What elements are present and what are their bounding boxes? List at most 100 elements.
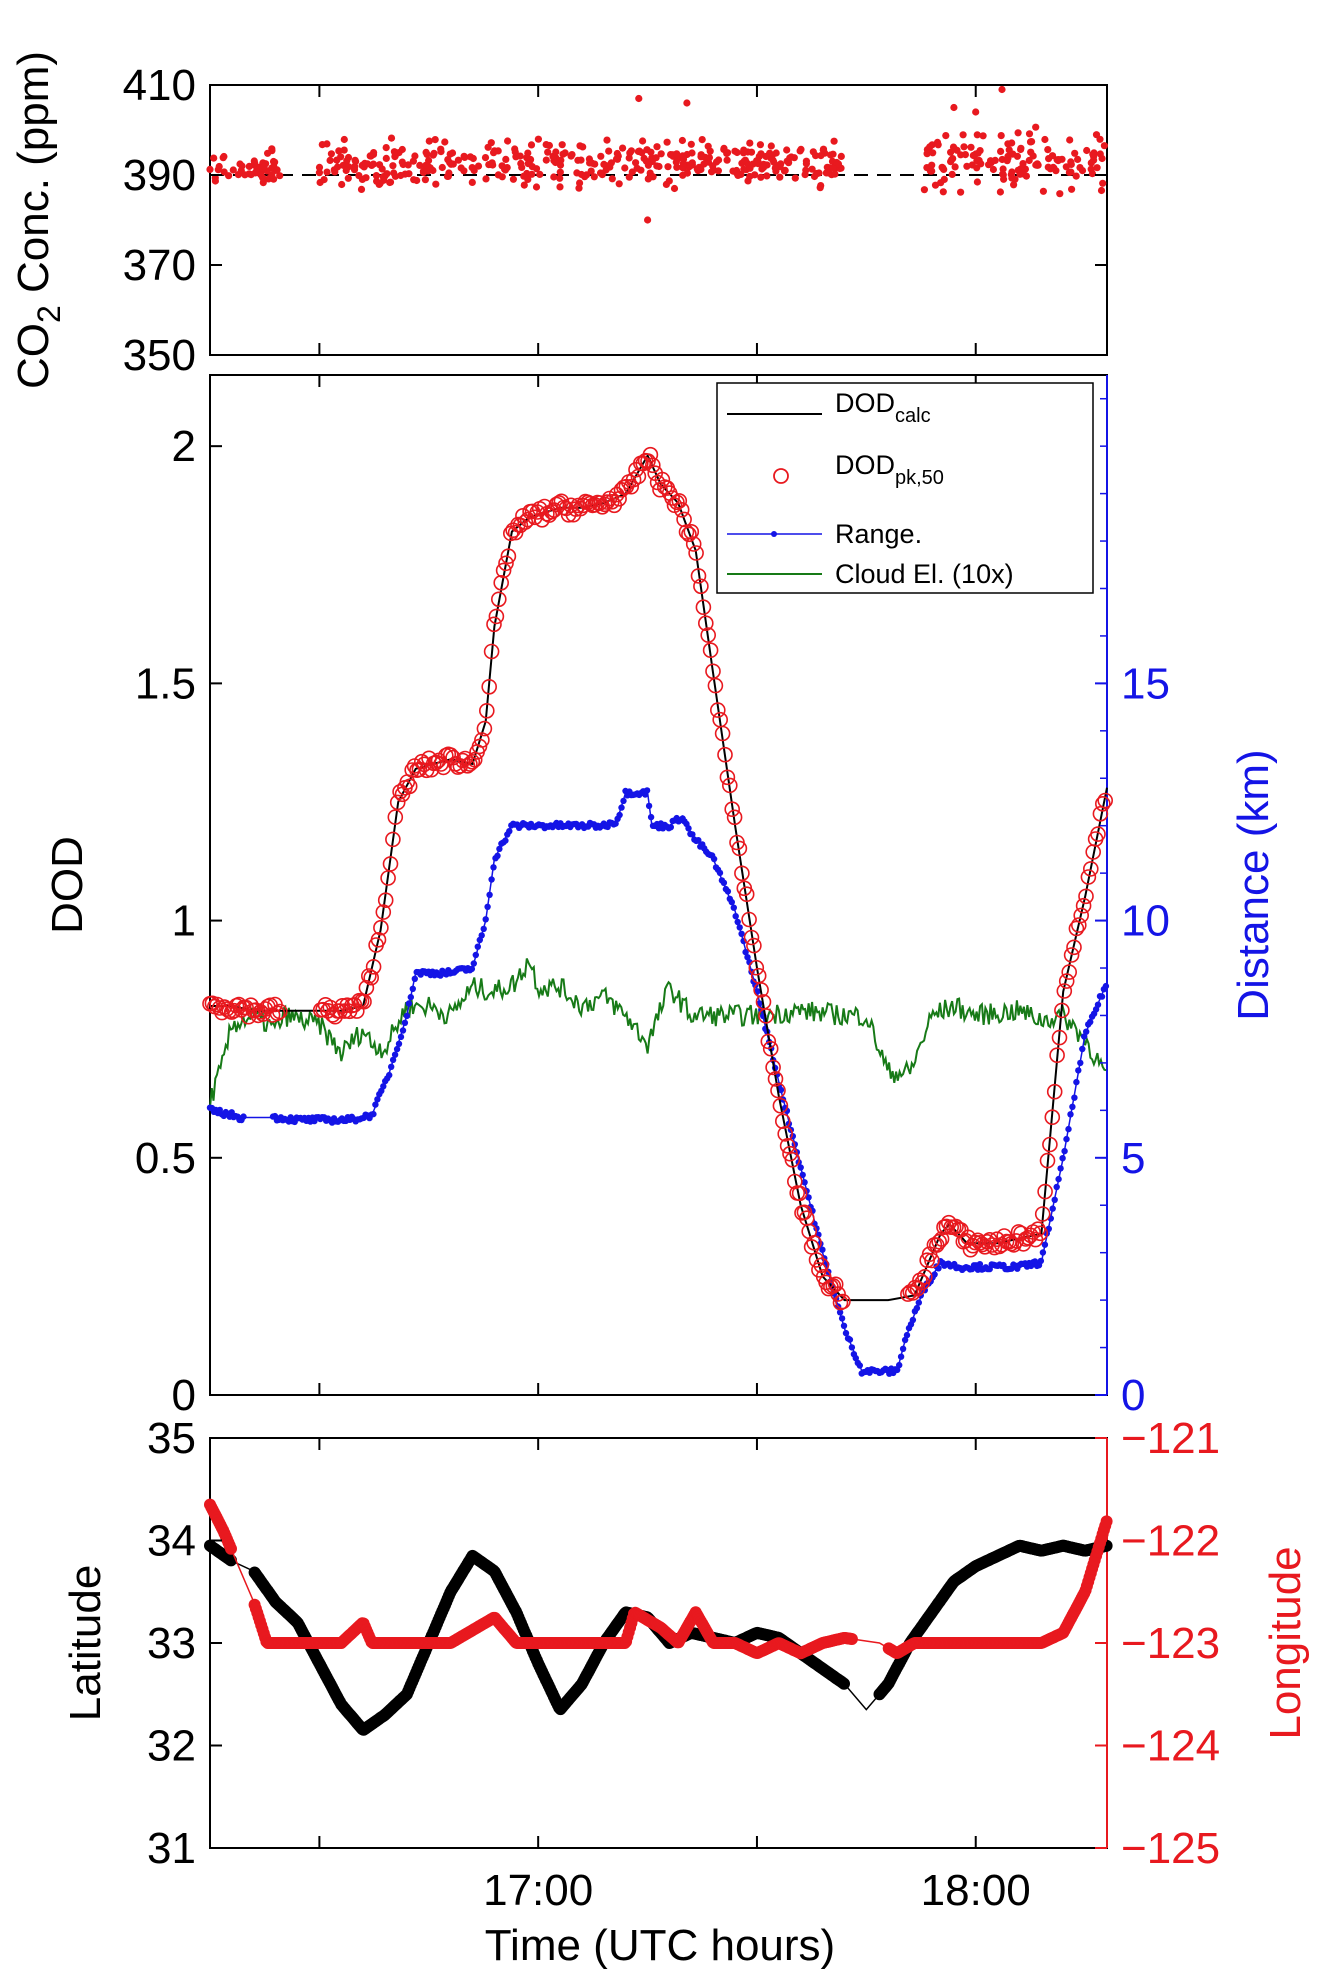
co2-data-point [431, 136, 439, 144]
co2-data-point [1067, 158, 1075, 166]
dod-pk50-marker [731, 840, 748, 857]
co2-data-point [315, 163, 324, 171]
co2-data-point [387, 134, 396, 142]
co2-data-point [687, 161, 695, 169]
range-marker [931, 1271, 938, 1278]
dod-pk50-marker [1051, 1029, 1068, 1046]
co2-data-point [587, 167, 595, 175]
dod-pk50-marker [373, 919, 389, 936]
dod-pk50-marker [965, 1237, 981, 1254]
range-marker [695, 837, 702, 844]
co2-data-point [1010, 181, 1018, 189]
dod-pk50-marker [984, 1237, 1000, 1253]
dod-pk50-marker [700, 627, 717, 643]
co2-data-point [740, 165, 748, 173]
range-marker [1063, 1135, 1070, 1143]
co2-data-point [963, 162, 971, 170]
co2-data-point [1097, 186, 1106, 195]
range-marker [482, 916, 489, 923]
co2-data-point [653, 143, 661, 151]
co2-data-point [1032, 161, 1040, 169]
co2-data-point [1005, 146, 1013, 154]
range-marker [728, 898, 735, 906]
dod-pk50-marker [683, 523, 700, 540]
co2-data-point [698, 136, 706, 144]
co2-data-point [951, 163, 959, 171]
range-marker [899, 1345, 907, 1353]
co2-data-point [556, 168, 564, 176]
range-line [209, 791, 1108, 1373]
dod-pk50-marker [690, 568, 707, 584]
dod-pk50-marker [471, 738, 488, 755]
co2-data-point [269, 157, 278, 166]
co2-data-point [481, 154, 490, 162]
co2-data-point [357, 185, 366, 193]
co2-data-point [419, 167, 427, 175]
dod-pk50-marker [411, 761, 428, 778]
range-marker [1061, 1147, 1068, 1155]
range-marker [1069, 1103, 1076, 1111]
range-marker [838, 1315, 846, 1322]
co2-data-point [536, 170, 544, 178]
legend-dod-pk50-subscript: pk,50 [895, 467, 944, 489]
dod-pk50-marker [457, 750, 473, 767]
dod-pk50-marker [1054, 1002, 1070, 1019]
dod-pk50-marker [385, 831, 401, 848]
dod-pk50-marker [707, 677, 724, 694]
dod-pk50-marker [688, 545, 704, 561]
co2-data-point [801, 171, 809, 179]
dod-pk50-marker [401, 778, 418, 795]
co2-data-point [488, 159, 496, 167]
co2-data-point [625, 173, 633, 181]
co2-axis-label-unit: Conc. (ppm) [9, 51, 58, 305]
range-marker [689, 831, 696, 838]
dod-pk50-marker [466, 751, 483, 768]
co2-data-point [421, 176, 429, 184]
co2-data-point [210, 154, 218, 162]
co2-data-point [766, 149, 774, 157]
range-marker [386, 1071, 393, 1079]
dod-pk50-marker [483, 643, 500, 660]
dod-pk50-marker [702, 642, 719, 659]
co2-data-point [340, 146, 348, 154]
co2-data-point [373, 177, 381, 185]
co2-data-point [723, 149, 731, 157]
co2-data-point [441, 138, 449, 146]
co2-data-point [320, 176, 328, 184]
co2-data-point [771, 164, 779, 172]
co2-data-point [425, 137, 433, 145]
co2-data-point [961, 151, 970, 159]
co2-data-point [498, 173, 506, 181]
dod-pk50-marker [1071, 917, 1087, 933]
dod-pk50-marker [640, 453, 656, 469]
cloud-elevation-line [209, 958, 1107, 1108]
range-marker [724, 888, 732, 895]
dod-pk50-marker [1037, 1183, 1053, 1200]
longitude-y-tick-label: −121 [1121, 1414, 1220, 1463]
range-marker [836, 1309, 844, 1316]
co2-data-point [597, 152, 605, 160]
latitude-axis-label: Latitude [61, 1565, 110, 1722]
co2-data-point [781, 166, 789, 174]
co2-data-point [673, 150, 681, 158]
legend-dod-pk50-text: DOD [835, 450, 895, 480]
co2-data-point [1083, 146, 1091, 155]
range-marker [616, 811, 623, 819]
range-marker [380, 1083, 387, 1090]
range-marker [399, 1027, 407, 1034]
co2-data-point [688, 149, 696, 157]
co2-data-layer [206, 85, 1108, 224]
co2-data-point [1099, 179, 1107, 187]
dod-pk50-marker [1030, 1221, 1046, 1237]
co2-data-point [558, 141, 566, 149]
co2-data-point [372, 172, 380, 180]
co2-data-point [708, 168, 716, 176]
range-marker [496, 845, 503, 853]
co2-data-point [437, 148, 445, 156]
dod-pk50-marker [827, 1276, 844, 1293]
co2-axis-label-main: CO [9, 323, 58, 389]
co2-data-point [635, 147, 644, 155]
co2-data-point [670, 184, 679, 193]
co2-data-point [318, 141, 326, 149]
co2-data-point [999, 170, 1007, 178]
